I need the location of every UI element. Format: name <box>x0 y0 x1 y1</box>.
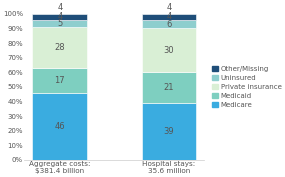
Bar <box>32 68 87 93</box>
Legend: Other/Missing, Uninsured, Private insurance, Medicaid, Medicare: Other/Missing, Uninsured, Private insura… <box>211 65 281 108</box>
Text: 5: 5 <box>57 19 62 28</box>
Text: 21: 21 <box>164 83 174 92</box>
Text: 6: 6 <box>166 19 172 28</box>
Text: 28: 28 <box>54 43 65 52</box>
Bar <box>32 27 87 68</box>
Text: 4: 4 <box>57 12 62 21</box>
Bar <box>32 14 87 20</box>
Text: 17: 17 <box>54 76 65 85</box>
Bar <box>142 28 196 72</box>
Bar <box>142 20 196 28</box>
Bar <box>32 93 87 160</box>
Text: 4: 4 <box>166 12 172 21</box>
Bar <box>32 20 87 27</box>
Text: 46: 46 <box>54 122 65 131</box>
Text: 4: 4 <box>57 3 62 12</box>
Text: 4: 4 <box>166 3 172 12</box>
Bar <box>142 14 196 20</box>
Text: 30: 30 <box>164 46 174 55</box>
Bar <box>142 103 196 160</box>
Text: 39: 39 <box>164 127 174 136</box>
Bar <box>142 72 196 103</box>
